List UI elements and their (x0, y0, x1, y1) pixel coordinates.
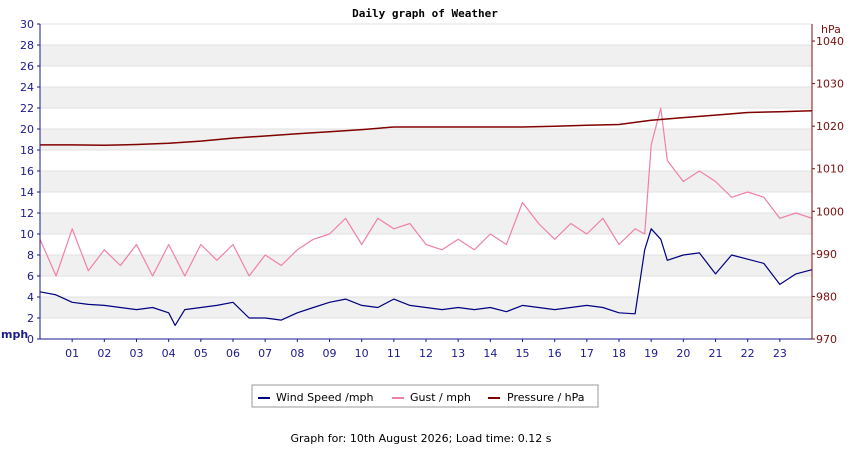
band (40, 108, 812, 129)
left-tick-label: 26 (20, 60, 34, 73)
x-tick-label: 19 (644, 347, 658, 360)
left-tick-label: 8 (27, 249, 34, 262)
x-tick-label: 23 (773, 347, 787, 360)
right-tick-label: 990 (816, 248, 837, 261)
right-tick-label: 970 (816, 333, 837, 346)
x-tick-label: 07 (258, 347, 272, 360)
band (40, 276, 812, 297)
band (40, 66, 812, 87)
left-tick-label: 18 (20, 144, 34, 157)
right-tick-label: 1030 (816, 78, 844, 91)
background-bands (40, 24, 812, 339)
band (40, 150, 812, 171)
x-tick-label: 14 (483, 347, 497, 360)
left-tick-label: 22 (20, 102, 34, 115)
x-tick-label: 02 (97, 347, 111, 360)
band (40, 171, 812, 192)
x-tick-label: 03 (130, 347, 144, 360)
x-tick-label: 18 (612, 347, 626, 360)
band (40, 87, 812, 108)
x-tick-label: 09 (323, 347, 337, 360)
x-tick-label: 15 (516, 347, 530, 360)
right-axis-unit: hPa (821, 23, 841, 36)
x-tick-label: 06 (226, 347, 240, 360)
x-tick-label: 11 (387, 347, 401, 360)
left-tick-label: 16 (20, 165, 34, 178)
band (40, 192, 812, 213)
band (40, 213, 812, 234)
series-wind-speed (39, 228, 813, 326)
left-tick-label: 24 (20, 81, 34, 94)
gridlines (40, 23, 812, 340)
left-tick-label: 20 (20, 123, 34, 136)
left-tick-label: 28 (20, 39, 34, 52)
x-tick-label: 17 (580, 347, 594, 360)
x-tick-label: 10 (355, 347, 369, 360)
right-axis-ticks: 970 980 990 1000 1010 1020 1030 1040 (812, 35, 844, 346)
series-line-1 (39, 107, 813, 277)
legend-box (251, 384, 599, 408)
right-tick-label: 980 (816, 290, 837, 303)
legend-label-pressure: Pressure / hPa (507, 391, 585, 404)
left-tick-label: 10 (20, 228, 34, 241)
right-tick-label: 1020 (816, 120, 844, 133)
right-tick-label: 1010 (816, 163, 844, 176)
series-gust (39, 107, 813, 277)
band (40, 318, 812, 339)
x-tick-label: 01 (65, 347, 79, 360)
left-tick-label: 0 (27, 333, 34, 346)
x-tick-label: 20 (676, 347, 690, 360)
left-tick-label: 2 (27, 312, 34, 325)
left-tick-label: 30 (20, 18, 34, 31)
x-tick-label: 22 (741, 347, 755, 360)
footer-text: Graph for: 10th August 2026; Load time: … (291, 432, 552, 445)
x-tick-label: 12 (419, 347, 433, 360)
left-tick-label: 4 (27, 291, 34, 304)
x-tick-label: 05 (194, 347, 208, 360)
left-tick-label: 14 (20, 186, 34, 199)
band (40, 45, 812, 66)
legend-label-gust: Gust / mph (410, 391, 471, 404)
chart-title: Daily graph of Weather (352, 7, 498, 20)
band (40, 24, 812, 45)
x-axis-ticks: 01 02 03 04 05 06 07 08 09 10 11 12 13 14 15 16 17 18 19 20… (65, 339, 787, 360)
band (40, 255, 812, 276)
x-tick-label: 13 (451, 347, 465, 360)
x-tick-label: 04 (162, 347, 176, 360)
band (40, 129, 812, 150)
left-tick-label: 12 (20, 207, 34, 220)
right-tick-label: 1040 (816, 35, 844, 48)
x-tick-label: 16 (548, 347, 562, 360)
right-tick-label: 1000 (816, 205, 844, 218)
series-line-2 (40, 110, 813, 147)
legend-label-wind-speed: Wind Speed /mph (276, 391, 374, 404)
x-tick-label: 21 (709, 347, 723, 360)
x-tick-label: 08 (290, 347, 304, 360)
left-tick-label: 6 (27, 270, 34, 283)
left-axis-unit: mph (1, 328, 28, 341)
series-pressure (40, 110, 813, 147)
series-line-0 (39, 228, 813, 326)
legend: Wind Speed /mph Gust / mph Pressure / hP… (251, 384, 599, 408)
